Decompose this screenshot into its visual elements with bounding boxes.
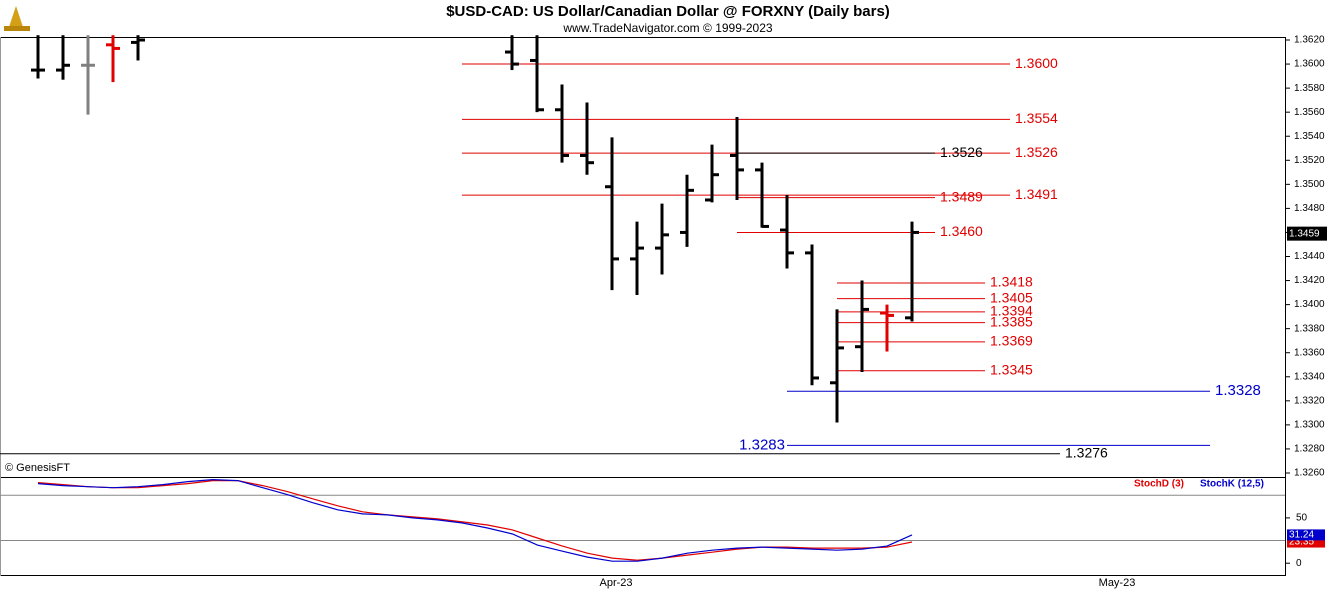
level-label: 1.3369 [990,333,1033,349]
y-tick-label: 1.3500 [1294,179,1325,190]
legend-label: StochK (12,5) [1200,479,1264,490]
y-tick-label: 1.3520 [1294,155,1325,166]
level-label: 1.3345 [990,361,1033,377]
y-tick-label: 0 [1296,558,1302,569]
chart-subtitle: www.TradeNavigator.com © 1999-2023 [562,21,772,35]
level-label: 1.3600 [1015,55,1058,71]
y-tick-label: 1.3440 [1294,251,1325,262]
y-tick-label: 1.3580 [1294,83,1325,94]
value-tag [1287,536,1325,548]
y-tick-label: 1.3620 [1294,35,1325,46]
level-label: 1.3385 [990,313,1033,329]
y-tick-label: 1.3480 [1294,203,1325,214]
y-tick-label: 1.3560 [1294,107,1325,118]
level-label: 1.3405 [990,289,1033,305]
x-tick-label: May-23 [1099,577,1136,589]
value-tag [1287,529,1325,541]
level-label: 1.3418 [990,274,1033,290]
y-tick-label: 1.3260 [1294,468,1325,479]
level-label: 1.3489 [940,188,983,204]
y-tick-label: 1.3300 [1294,420,1325,431]
y-tick-label: 1.3280 [1294,444,1325,455]
level-label: 1.3276 [1065,444,1108,460]
x-tick-label: Apr-23 [599,577,632,589]
y-tick-label: 1.3340 [1294,371,1325,382]
level-label: 1.3526 [940,144,983,160]
level-label: 1.3283 [739,436,785,453]
level-label: 1.3328 [1215,382,1261,399]
y-tick-label: 1.3320 [1294,395,1325,406]
y-tick-label: 1.3360 [1294,347,1325,358]
y-tick-label: 1.3400 [1294,299,1325,310]
price-tag [1287,226,1327,241]
value-tag-label: 31.24 [1289,530,1314,541]
chart-title: $USD-CAD: US Dollar/Canadian Dollar @ FO… [446,3,890,20]
level-label: 1.3526 [1015,144,1058,160]
level-label: 1.3554 [1015,110,1058,126]
value-tag-label: 23.35 [1289,537,1314,548]
level-label: 1.3460 [940,223,983,239]
y-tick-label: 1.3380 [1294,323,1325,334]
logo [4,6,30,31]
y-tick-label: 1.3420 [1294,275,1325,286]
legend-label: StochD (3) [1134,479,1184,490]
y-tick-label: 1.3600 [1294,59,1325,70]
level-label: 1.3394 [990,303,1033,319]
stoch-line [37,478,913,562]
y-tick-label: 50 [1296,513,1308,524]
price-tag-label: 1.3459 [1289,228,1320,239]
y-tick-label: 1.3540 [1294,131,1325,142]
level-label: 1.3491 [1015,186,1058,202]
credit: © GenesisFT [5,462,70,474]
